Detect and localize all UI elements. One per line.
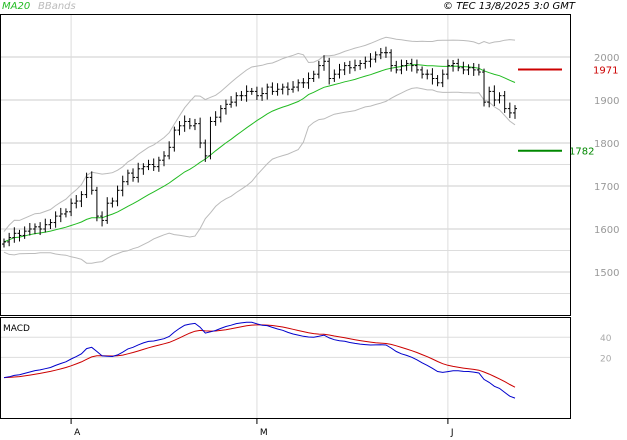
macd-panel-frame xyxy=(0,317,571,419)
bbands-legend-label: BBands xyxy=(38,1,76,12)
chart-axes: 150016001700180019002000AMJJA4020 xyxy=(0,14,619,438)
ma20-polyline xyxy=(3,64,516,243)
ma-legend-label: MA20 xyxy=(2,1,30,12)
price-tick-label: 2000 xyxy=(594,53,619,64)
macd-line xyxy=(3,321,516,399)
price-tick-label: 1500 xyxy=(594,268,619,279)
upper-band xyxy=(3,36,516,232)
macd-signal-line xyxy=(3,324,516,388)
price-panel-frame xyxy=(0,14,571,316)
bollinger-bands xyxy=(3,36,516,264)
lower-band xyxy=(3,87,516,264)
support-resistance-levels: 1971 1782 xyxy=(518,65,618,158)
month-label: M xyxy=(260,428,268,438)
month-label: J xyxy=(450,428,454,438)
source-timestamp: © TEC 13/8/2025 3:0 GMT xyxy=(443,1,576,12)
support-label: 1782 xyxy=(569,147,594,158)
month-label: A xyxy=(74,428,81,438)
price-tick-label: 1800 xyxy=(594,139,619,150)
chart-grid xyxy=(1,15,570,418)
resistance-label: 1971 xyxy=(593,65,618,76)
ma20-line xyxy=(3,64,516,243)
price-tick-label: 1600 xyxy=(594,225,619,236)
macd-tick-label: 40 xyxy=(600,334,612,344)
price-tick-label: 1900 xyxy=(594,96,619,107)
macd-panel-title: MACD xyxy=(3,324,30,334)
price-tick-label: 1700 xyxy=(594,182,619,193)
candlesticks xyxy=(2,46,517,248)
macd-tick-label: 20 xyxy=(600,354,612,364)
macd-panel xyxy=(3,321,516,399)
